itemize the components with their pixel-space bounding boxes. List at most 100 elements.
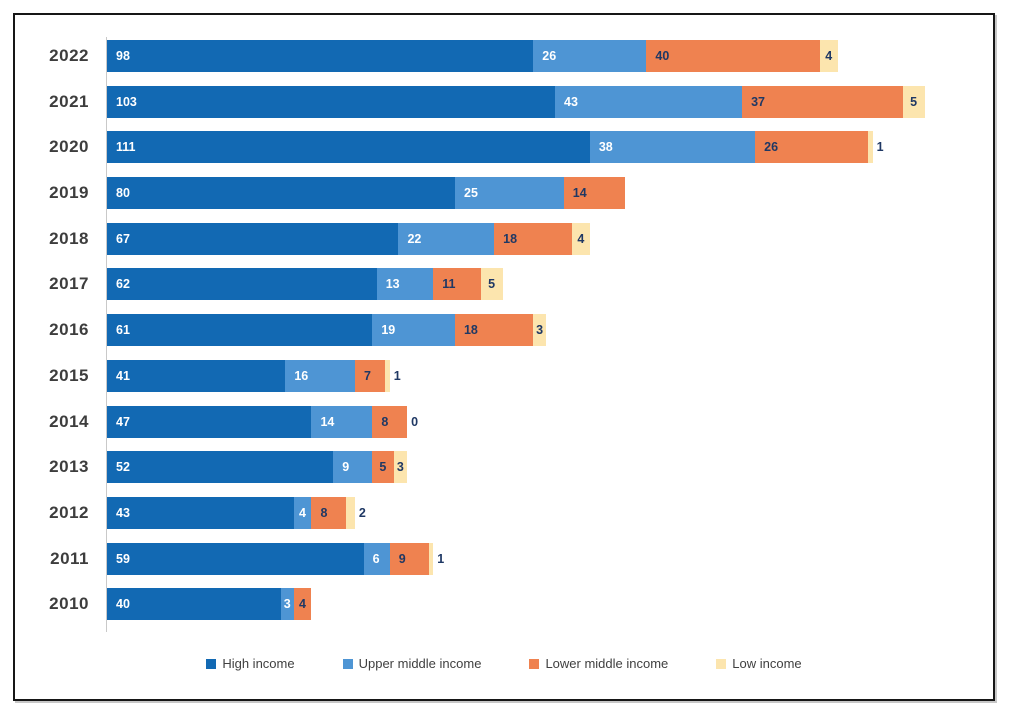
bar-segment-upper-middle-income: 14	[311, 405, 373, 438]
bar-segment-upper-middle-income: 25	[455, 177, 564, 210]
segment-value-label: 5	[488, 277, 496, 292]
category-label: 2012	[49, 502, 89, 522]
category-label: 2011	[50, 548, 89, 568]
segment-value-label: 67	[116, 231, 130, 246]
category-label: 2010	[49, 594, 89, 614]
bar-segment-high-income: 80	[107, 177, 455, 210]
bar-segment-lower-middle-income: 40	[646, 40, 821, 72]
bar: 103 43 37 5	[107, 85, 993, 118]
chart-row: 2019 80 25 14	[15, 177, 993, 210]
segment-value-label: 3	[536, 323, 544, 338]
category-label: 2019	[49, 183, 89, 203]
bar-segment-high-income: 41	[107, 359, 286, 392]
segment-value-label: 4	[825, 49, 833, 63]
bar: 59 6 9 1	[107, 542, 993, 575]
chart-row: 2015 41 16 7 1	[15, 359, 993, 392]
chart-row: 2013 52 9 5 3	[15, 451, 993, 484]
bar-segment-upper-middle-income: 22	[398, 222, 495, 255]
bar-segment-high-income: 47	[107, 405, 312, 438]
bar-segment-lower-middle-income: 9	[389, 542, 429, 575]
legend-item-low-income: Low income	[716, 656, 802, 671]
segment-value-label: 3	[283, 597, 291, 612]
chart-row: 2021 103 43 37 5	[15, 85, 993, 118]
outside-value-label: 2	[358, 505, 366, 520]
chart-row: 2010 40 3 4	[15, 588, 993, 621]
segment-value-label: 40	[655, 49, 670, 63]
bar-segment-low-income: 4	[572, 222, 590, 255]
chart-row: 2022 98 26 40 4	[15, 40, 993, 72]
segment-value-label: 43	[564, 94, 578, 109]
segment-value-label: 18	[503, 231, 518, 246]
bar-segment-low-income	[346, 496, 355, 529]
outside-value-label: 1	[437, 551, 445, 566]
segment-value-label: 40	[116, 597, 130, 612]
segment-value-label: 19	[381, 323, 396, 338]
bar-segment-lower-middle-income: 7	[354, 359, 386, 392]
category-label: 2017	[49, 274, 89, 294]
category-label: 2015	[49, 365, 89, 385]
bar-segment-upper-middle-income: 43	[555, 85, 743, 118]
segment-value-label: 4	[298, 505, 306, 520]
segment-value-label: 37	[751, 94, 765, 109]
legend-item-lower-middle-income: Lower middle income	[529, 656, 668, 671]
bar-segment-lower-middle-income: 14	[563, 177, 625, 210]
category-label: 2020	[49, 137, 89, 157]
segment-value-label: 4	[298, 597, 306, 612]
chart-row: 2020 111 38 26 1	[15, 131, 993, 164]
plot-area: 2022 98 26 40 4 2021 103 43 37 5 2020 111 38 26 1 2019 8…	[15, 37, 993, 632]
legend-item-high-income: High income	[206, 656, 295, 671]
category-label: 2021	[49, 91, 89, 111]
bar-segment-high-income: 40	[107, 588, 281, 621]
bar: 40 3 4	[107, 588, 993, 621]
bar-segment-high-income: 62	[107, 268, 377, 301]
legend-swatch-high-income	[206, 658, 217, 669]
segment-value-label: 5	[910, 94, 918, 109]
segment-value-label: 16	[294, 368, 309, 383]
bar-segment-low-income: 3	[394, 451, 408, 484]
category-label: 2018	[49, 228, 89, 248]
bar-segment-high-income: 43	[107, 496, 295, 529]
bar: 43 4 8 2	[107, 496, 993, 529]
segment-value-label: 47	[116, 414, 130, 429]
bar-segment-high-income: 111	[107, 131, 590, 164]
category-label: 2014	[49, 411, 89, 431]
legend-label: High income	[222, 656, 295, 671]
segment-value-label: 8	[381, 414, 389, 429]
segment-value-label: 103	[116, 94, 137, 109]
legend-label: Upper middle income	[358, 656, 482, 671]
segment-value-label: 41	[116, 368, 130, 383]
bar-segment-upper-middle-income: 4	[294, 496, 312, 529]
bar-segment-upper-middle-income: 38	[589, 131, 756, 164]
outside-value-label: 0	[411, 414, 419, 429]
segment-value-label: 18	[463, 323, 478, 338]
segment-value-label: 43	[116, 505, 130, 520]
legend-label: Low income	[732, 656, 802, 671]
bar-segment-low-income	[428, 542, 434, 575]
bar-segment-high-income: 52	[107, 451, 334, 484]
bar-segment-lower-middle-income: 18	[454, 314, 534, 347]
segment-value-label: 38	[598, 140, 613, 155]
segment-value-label: 9	[342, 460, 350, 475]
bar-segment-lower-middle-income: 8	[372, 405, 408, 438]
bar-segment-lower-middle-income: 4	[294, 588, 312, 621]
segment-value-label: 7	[363, 368, 371, 383]
chart-row: 2016 61 19 18 3	[15, 314, 993, 347]
bar-segment-low-income: 3	[533, 314, 547, 347]
bar-segment-lower-middle-income: 37	[742, 85, 904, 118]
segment-value-label: 59	[116, 551, 130, 566]
legend-swatch-low-income	[716, 658, 727, 669]
segment-value-label: 26	[764, 140, 779, 155]
segment-value-label: 14	[320, 414, 335, 429]
bar: 98 26 40 4	[107, 40, 993, 72]
bar-segment-lower-middle-income: 11	[433, 268, 482, 301]
bar-segment-upper-middle-income: 9	[333, 451, 373, 484]
chart-row: 2014 47 14 8 0	[15, 405, 993, 438]
chart-row: 2018 67 22 18 4	[15, 222, 993, 255]
bar-segment-low-income	[868, 131, 873, 164]
legend-swatch-upper-middle-income	[342, 658, 353, 669]
bar-segment-low-income	[385, 359, 390, 392]
segment-value-label: 26	[542, 49, 557, 63]
bar-segment-upper-middle-income: 6	[363, 542, 390, 575]
segment-value-label: 13	[385, 277, 400, 292]
category-label: 2013	[49, 457, 89, 477]
